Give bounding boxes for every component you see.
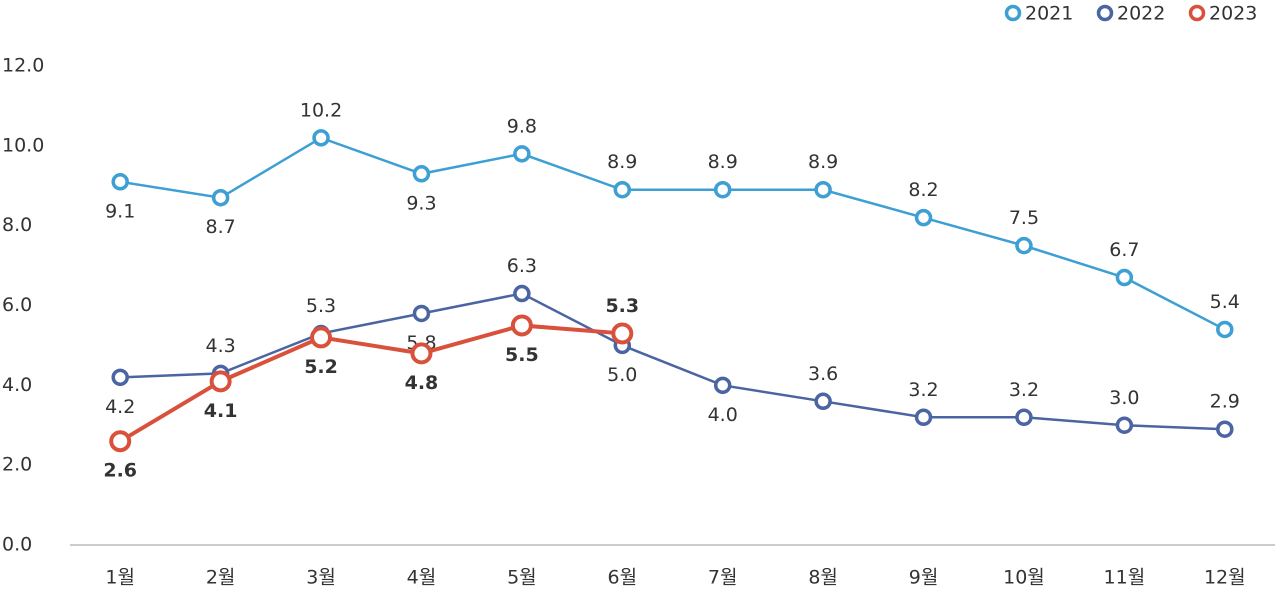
data-label: 4.8	[405, 372, 439, 394]
x-tick-label: 4월	[407, 567, 437, 589]
data-label: 4.2	[105, 396, 135, 418]
y-tick-label: 4.0	[2, 374, 32, 396]
x-tick-label: 5월	[507, 567, 537, 589]
point	[513, 145, 531, 163]
legend-label: 2022	[1117, 3, 1165, 25]
data-label: 8.9	[607, 151, 637, 173]
series-line	[119, 323, 623, 443]
point	[513, 284, 531, 303]
data-label: 9.3	[406, 192, 436, 214]
data-label: 4.1	[204, 400, 238, 422]
data-label: 2.6	[103, 460, 137, 482]
point	[312, 129, 330, 147]
point	[109, 430, 132, 453]
point	[310, 326, 333, 349]
data-label: 3.2	[908, 379, 938, 401]
y-tick-label: 2.0	[2, 454, 32, 476]
point	[814, 392, 832, 411]
x-tick-label: 2월	[206, 567, 236, 589]
x-tick-label: 10월	[1003, 567, 1045, 589]
data-label: 10.2	[300, 99, 342, 121]
data-label: 6.7	[1109, 239, 1139, 261]
data-label: 5.3	[605, 295, 639, 317]
legend-label: 2021	[1025, 3, 1073, 25]
x-tick-label: 9월	[909, 567, 939, 589]
data-label: 3.2	[1009, 379, 1039, 401]
data-label: 8.9	[808, 151, 838, 173]
point	[1115, 268, 1134, 287]
point	[914, 208, 933, 227]
data-label: 8.7	[206, 216, 236, 238]
point	[814, 180, 832, 199]
point	[412, 165, 431, 183]
point	[209, 370, 232, 393]
x-tick-label: 11월	[1104, 567, 1146, 589]
data-label: 5.0	[607, 364, 637, 386]
x-tick-label: 6월	[608, 567, 638, 589]
point	[613, 180, 632, 199]
legend-marker	[1188, 4, 1206, 22]
point	[713, 376, 732, 395]
point	[410, 342, 433, 365]
x-tick-label: 1월	[105, 567, 135, 589]
point	[111, 368, 129, 387]
x-tick-label: 3월	[306, 567, 336, 589]
legend-marker	[1096, 4, 1114, 22]
point	[611, 322, 634, 345]
y-tick-label: 0.0	[2, 534, 32, 556]
data-label: 5.5	[505, 344, 539, 366]
data-label: 5.4	[1210, 291, 1240, 313]
data-label: 5.2	[304, 356, 338, 378]
legend-label: 2023	[1209, 3, 1257, 25]
data-label: 8.2	[908, 179, 938, 201]
y-tick-label: 12.0	[2, 55, 44, 77]
point	[111, 173, 129, 191]
data-label: 2.9	[1210, 391, 1240, 413]
point	[713, 180, 732, 199]
series-line	[120, 292, 1225, 431]
data-label: 9.1	[105, 200, 135, 222]
point	[1216, 420, 1234, 438]
point	[1015, 236, 1033, 255]
point	[1216, 320, 1234, 339]
data-label: 9.8	[507, 115, 537, 137]
point	[1015, 408, 1033, 427]
data-label: 4.0	[708, 404, 738, 426]
point	[412, 304, 431, 323]
point	[510, 314, 533, 337]
point	[1115, 416, 1134, 434]
y-tick-label: 6.0	[2, 294, 32, 316]
data-label: 3.0	[1109, 387, 1139, 409]
y-tick-label: 10.0	[2, 134, 44, 156]
series-line	[120, 136, 1226, 331]
point	[914, 408, 933, 427]
data-label: 6.3	[507, 255, 537, 277]
x-tick-label: 8월	[808, 567, 838, 589]
point	[211, 188, 230, 207]
x-tick-label: 7월	[708, 567, 738, 589]
y-tick-label: 8.0	[2, 214, 32, 236]
x-tick-label: 12월	[1204, 567, 1246, 589]
data-label: 7.5	[1009, 207, 1039, 229]
data-label: 8.9	[708, 151, 738, 173]
legend-marker	[1004, 4, 1022, 22]
data-label: 3.6	[808, 363, 838, 385]
data-label: 5.3	[306, 295, 336, 317]
data-label: 4.3	[206, 335, 236, 357]
